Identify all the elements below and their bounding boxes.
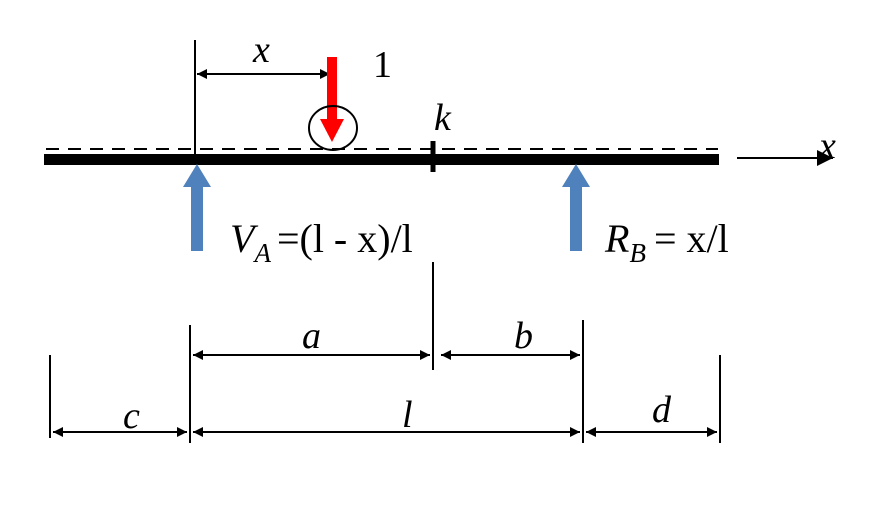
dim-b-label: b <box>514 315 533 357</box>
unit-load-shaft <box>327 57 337 123</box>
dim-a-label: a <box>302 315 321 357</box>
unit-load-head <box>320 119 344 142</box>
reaction-a-expression: VA =(l - x)/l <box>230 216 413 268</box>
reaction-a-head <box>183 164 211 187</box>
va-symbol: V <box>230 216 259 261</box>
rb-subscript: B <box>629 238 646 268</box>
dim-c-label: c <box>123 395 140 437</box>
reaction-a-shaft <box>191 185 203 251</box>
x-dimension-label: x <box>252 29 270 71</box>
va-subscript: A <box>252 238 271 268</box>
unit-load-label: 1 <box>373 44 392 86</box>
section-k-label: k <box>434 97 452 139</box>
beam <box>44 154 719 165</box>
reaction-b-expression: RB = x/l <box>604 216 729 268</box>
axis-x-label: x <box>818 125 836 167</box>
rb-symbol: R <box>604 216 629 261</box>
va-expression: =(l - x)/l <box>277 216 413 261</box>
rb-expression: = x/l <box>654 216 729 261</box>
load-contact-circle <box>308 105 358 151</box>
dim-d-label: d <box>652 389 672 431</box>
reaction-b-head <box>562 164 590 187</box>
dim-l-label: l <box>402 394 413 436</box>
reaction-b-shaft <box>570 185 582 251</box>
